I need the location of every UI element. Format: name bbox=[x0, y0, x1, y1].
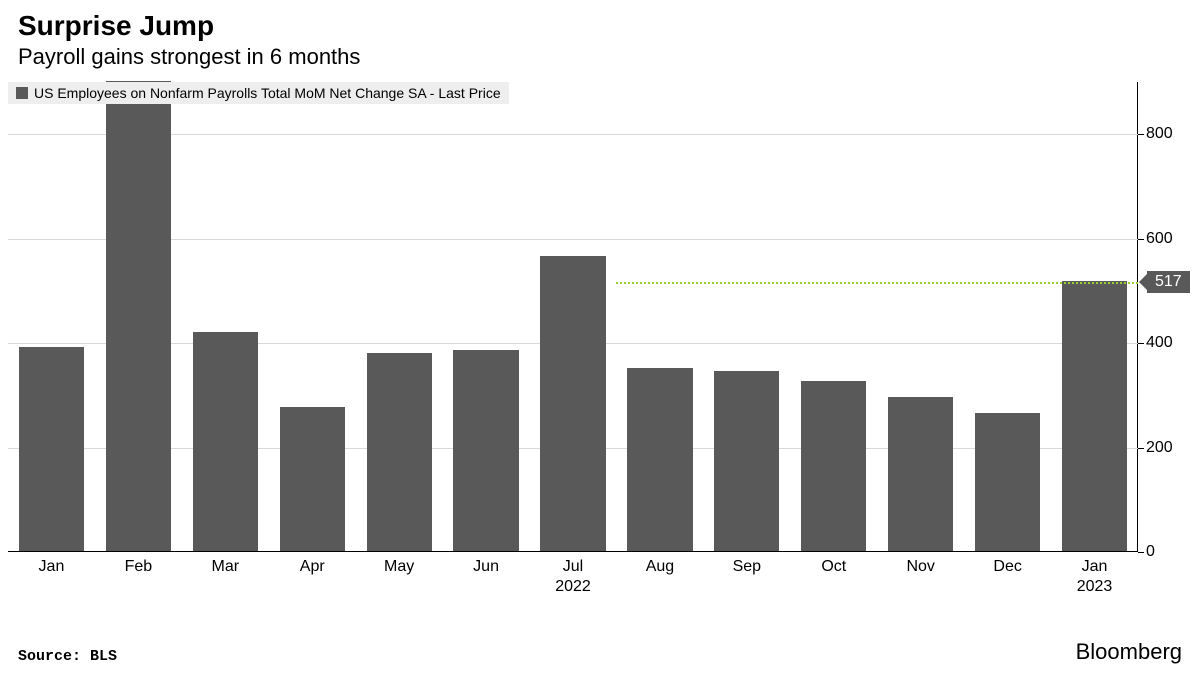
brand-logo: Bloomberg bbox=[1076, 639, 1182, 665]
chart: 0 200 400 600 800 Jan Feb Mar Apr May Jun Jul Aug Sep… bbox=[8, 82, 1192, 602]
x-tick-label: Sep bbox=[733, 558, 761, 576]
y-tick-label: 200 bbox=[1146, 439, 1173, 457]
bar bbox=[19, 347, 84, 551]
x-tick-label: Apr bbox=[300, 558, 325, 576]
bar bbox=[627, 368, 692, 551]
bar bbox=[714, 371, 779, 551]
bar bbox=[453, 350, 518, 551]
legend-text: US Employees on Nonfarm Payrolls Total M… bbox=[34, 85, 501, 101]
plot-area bbox=[8, 82, 1138, 552]
bar bbox=[106, 81, 171, 551]
chart-title: Surprise Jump bbox=[18, 10, 1182, 42]
source-text: Source: BLS bbox=[18, 648, 117, 665]
legend-swatch bbox=[16, 87, 28, 99]
y-tick-mark bbox=[1138, 448, 1144, 449]
bar bbox=[1062, 281, 1127, 551]
bar bbox=[193, 332, 258, 551]
x-year-label: 2023 bbox=[1077, 578, 1113, 596]
y-tick-label: 0 bbox=[1146, 543, 1155, 561]
x-tick-label: May bbox=[384, 558, 414, 576]
bar bbox=[280, 407, 345, 551]
x-tick-label: Jul bbox=[563, 558, 583, 576]
bar bbox=[975, 413, 1040, 551]
x-year-label: 2022 bbox=[555, 578, 591, 596]
x-tick-label: Jan bbox=[39, 558, 65, 576]
y-tick-mark bbox=[1138, 552, 1144, 553]
x-tick-label: Oct bbox=[821, 558, 846, 576]
bar bbox=[888, 397, 953, 551]
y-tick-label: 600 bbox=[1146, 230, 1173, 248]
legend: US Employees on Nonfarm Payrolls Total M… bbox=[8, 82, 509, 104]
x-tick-label: Jun bbox=[473, 558, 499, 576]
y-tick-label: 800 bbox=[1146, 125, 1173, 143]
bar bbox=[540, 256, 605, 551]
callout-line bbox=[616, 282, 1138, 284]
bar bbox=[801, 381, 866, 551]
bar bbox=[367, 353, 432, 551]
callout-value: 517 bbox=[1147, 271, 1190, 293]
x-tick-label: Feb bbox=[125, 558, 153, 576]
gridline bbox=[8, 134, 1138, 135]
x-tick-label: Nov bbox=[906, 558, 934, 576]
y-tick-mark bbox=[1138, 239, 1144, 240]
y-tick-label: 400 bbox=[1146, 334, 1173, 352]
x-tick-label: Dec bbox=[993, 558, 1021, 576]
x-tick-label: Jan bbox=[1082, 558, 1108, 576]
y-tick-mark bbox=[1138, 134, 1144, 135]
x-tick-label: Aug bbox=[646, 558, 674, 576]
chart-subtitle: Payroll gains strongest in 6 months bbox=[18, 44, 1182, 70]
gridline bbox=[8, 239, 1138, 240]
x-tick-label: Mar bbox=[212, 558, 240, 576]
y-tick-mark bbox=[1138, 343, 1144, 344]
